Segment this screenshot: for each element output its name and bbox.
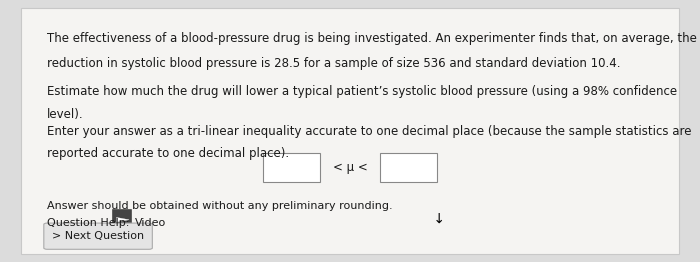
Text: reported accurate to one decimal place).: reported accurate to one decimal place). — [48, 147, 289, 160]
Text: The effectiveness of a blood-pressure drug is being investigated. An experimente: The effectiveness of a blood-pressure dr… — [48, 32, 697, 46]
Text: Answer should be obtained without any preliminary rounding.: Answer should be obtained without any pr… — [48, 201, 393, 211]
Text: > Next Question: > Next Question — [52, 231, 144, 241]
Text: Enter your answer as a tri-linear inequality accurate to one decimal place (beca: Enter your answer as a tri-linear inequa… — [48, 125, 692, 138]
FancyBboxPatch shape — [21, 8, 679, 254]
Text: Video: Video — [135, 219, 166, 228]
Text: ↑: ↑ — [428, 208, 440, 222]
Text: Question Help:: Question Help: — [48, 219, 130, 228]
Text: Estimate how much the drug will lower a typical patient’s systolic blood pressur: Estimate how much the drug will lower a … — [48, 85, 678, 99]
Text: < μ <: < μ < — [332, 161, 368, 174]
Text: level).: level). — [48, 108, 84, 121]
Text: reduction in systolic blood pressure is 28.5 for a sample of size 536 and standa: reduction in systolic blood pressure is … — [48, 57, 621, 70]
